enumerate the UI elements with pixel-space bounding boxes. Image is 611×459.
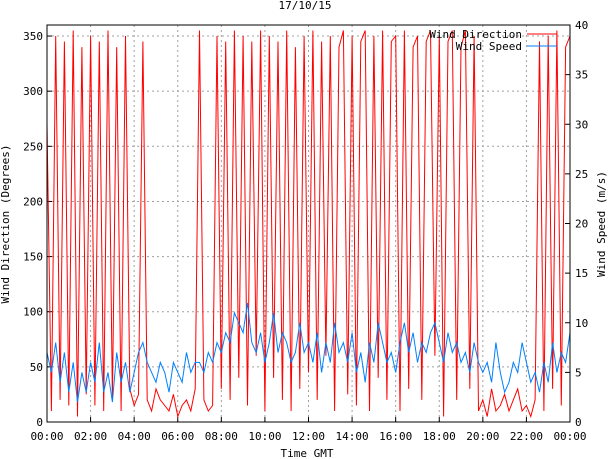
- y-left-axis-ticks: 0 50 100 150 200 250 300 350: [23, 30, 52, 429]
- legend-label-wind-speed: Wind Speed: [456, 40, 522, 53]
- y-right-tick-label: 15: [575, 267, 588, 280]
- y-left-tick-label: 300: [23, 85, 43, 98]
- x-tick-label: 16:00: [379, 430, 412, 443]
- x-tick-label: 12:00: [292, 430, 325, 443]
- y-left-tick-label: 200: [23, 195, 43, 208]
- x-tick-label: 02:00: [74, 430, 107, 443]
- wind-direction-series-line: [46, 30, 571, 419]
- x-tick-label: 06:00: [161, 430, 194, 443]
- x-axis-label: Time GMT: [281, 447, 334, 459]
- x-tick-label: 04:00: [118, 430, 151, 443]
- plot-frame: [46, 24, 571, 423]
- x-axis-ticks: 00:00 02:00 04:00 06:00 08:00 10:00 12:00 14:00…: [30, 417, 587, 443]
- x-tick-label: 14:00: [336, 430, 369, 443]
- y-left-tick-label: 0: [36, 416, 43, 429]
- y-left-tick-label: 350: [23, 30, 43, 43]
- y-right-tick-label: 30: [575, 118, 588, 131]
- legend-label-wind-direction: Wind Direction: [429, 28, 522, 41]
- legend: Wind Direction Wind Speed: [429, 28, 557, 53]
- x-tick-label: 00:00: [30, 430, 63, 443]
- y-left-tick-label: 250: [23, 140, 43, 153]
- y-left-axis-label: Wind Direction (Degrees): [0, 145, 12, 304]
- y-right-tick-label: 40: [575, 19, 588, 32]
- y-right-tick-label: 35: [575, 69, 588, 82]
- y-right-tick-label: 25: [575, 168, 588, 181]
- x-tick-label: 20:00: [466, 430, 499, 443]
- x-tick-label: 08:00: [205, 430, 238, 443]
- y-right-axis-ticks: 0 5 10 15 20 25 30 35 40: [565, 19, 588, 429]
- y-left-tick-label: 50: [30, 361, 43, 374]
- y-left-tick-label: 100: [23, 306, 43, 319]
- x-tick-label: 18:00: [423, 430, 456, 443]
- y-right-tick-label: 0: [575, 416, 582, 429]
- x-tick-label: 00:00: [553, 430, 586, 443]
- y-right-tick-label: 20: [575, 218, 588, 231]
- y-right-tick-label: 10: [575, 317, 588, 330]
- chart-title: 17/10/15: [279, 0, 332, 12]
- x-tick-label: 22:00: [510, 430, 543, 443]
- wind-speed-series-line: [46, 302, 571, 403]
- y-right-tick-label: 5: [575, 366, 582, 379]
- x-tick-label: 10:00: [248, 430, 281, 443]
- y-left-tick-label: 150: [23, 251, 43, 264]
- y-right-axis-label: Wind Speed (m/s): [595, 171, 608, 277]
